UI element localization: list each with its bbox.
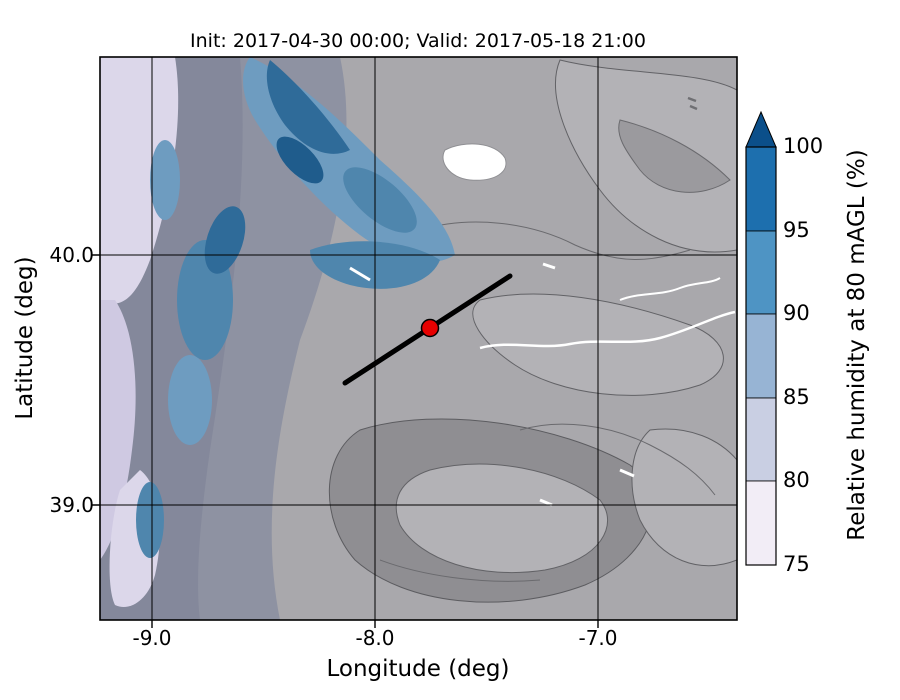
- colorbar-outline: [745, 146, 777, 566]
- colorbar-tick-75: 75: [783, 552, 810, 576]
- colorbar-segment-95-100: [745, 146, 777, 232]
- terrain-contour: [618, 119, 731, 193]
- humidity-region-ridge-deep: [276, 136, 324, 184]
- site-marker: [420, 318, 440, 338]
- humidity-region-ridge-dark: [266, 60, 350, 154]
- grid-lines: [100, 57, 737, 620]
- river-line: [619, 277, 721, 301]
- colorbar-label: Relative humidity at 80 mAGL (%): [844, 149, 870, 541]
- y-tick-label: 40.0: [49, 243, 94, 267]
- colorbar-tick-100: 100: [783, 134, 824, 158]
- colorbar-segment-90-95: [745, 230, 777, 315]
- terrain-contour-line: [419, 221, 691, 260]
- river-mark: [349, 262, 635, 507]
- x-axis-label: Longitude (deg): [326, 656, 510, 682]
- colorbar-segment-80-85: [745, 397, 777, 482]
- colorbar-segment-75-80: [745, 480, 777, 566]
- axis-tick-marks: [92, 254, 599, 628]
- humidity-patch: [150, 140, 180, 220]
- y-tick-label: 39.0: [49, 493, 94, 517]
- colorbar-tick-85: 85: [783, 385, 810, 409]
- x-tick-label: -7.0: [578, 626, 618, 650]
- terrain-contour-line: [379, 559, 541, 582]
- x-tick-label: -8.0: [355, 626, 395, 650]
- map-layers: [100, 57, 737, 620]
- humidity-region-coast-pale: [100, 57, 179, 304]
- humidity-patch: [204, 206, 246, 274]
- humidity-region-coast-pale: [100, 300, 136, 560]
- terrain-contour-line: [519, 423, 716, 496]
- colorbar-tick-80: 80: [783, 468, 810, 492]
- colorbar-segment-85-90: [745, 313, 777, 399]
- humidity-patch: [168, 355, 212, 445]
- colorbar-extend-arrow: [745, 110, 777, 148]
- humidity-region-ridge-dark: [343, 167, 417, 233]
- y-axis-label: Latitude (deg): [12, 256, 38, 420]
- plot-title: Init: 2017-04-30 00:00; Valid: 2017-05-1…: [190, 30, 646, 52]
- map-detail-marks: [687, 96, 698, 111]
- humidity-patch: [136, 482, 164, 558]
- colorbar: [745, 110, 777, 566]
- colorbar-tick-90: 90: [783, 301, 810, 325]
- plot-border: [99, 56, 738, 621]
- colorbar-tick-95: 95: [783, 218, 810, 242]
- terrain-contour: [395, 463, 609, 573]
- river-line: [479, 310, 736, 350]
- white-patch: [442, 143, 507, 181]
- x-tick-label: -9.0: [132, 626, 172, 650]
